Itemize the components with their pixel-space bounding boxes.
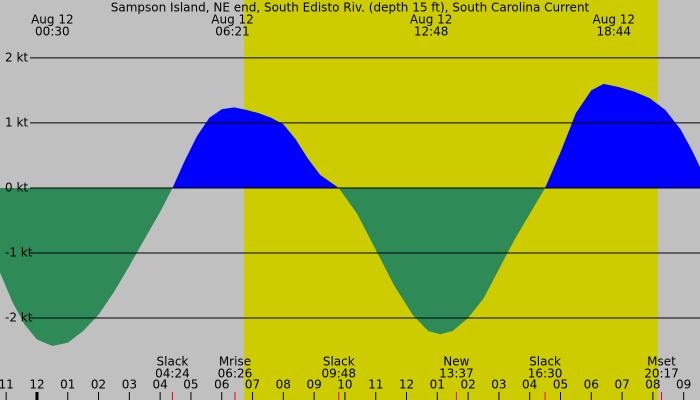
extreme-date: Aug 12 [31,13,74,27]
x-tick-label: 01 [430,378,445,392]
event-time: 20:17 [644,367,679,381]
x-tick-label: 04 [153,378,168,392]
extreme-time: 06:21 [215,25,250,39]
event-name: New [443,355,469,369]
x-tick-label: 05 [553,378,568,392]
x-tick-label: 11 [368,378,383,392]
y-tick-label: 1 kt [5,115,28,129]
y-tick-label: -1 kt [5,246,33,260]
x-tick-label: 02 [460,378,475,392]
x-tick-label: 01 [60,378,75,392]
event-name: Slack [323,355,355,369]
extreme-time: 18:44 [596,25,631,39]
event-time: 13:37 [439,367,474,381]
x-tick-label: 06 [584,378,599,392]
x-tick-label: 04 [522,378,537,392]
x-tick-label: 08 [276,378,291,392]
event-time: 09:48 [321,367,356,381]
x-tick-label: 05 [183,378,198,392]
event-name: Slack [529,355,561,369]
current-area [0,83,700,347]
chart-title: Sampson Island, NE end, South Edisto Riv… [111,1,590,15]
x-tick-label: 03 [491,378,506,392]
x-tick-label: 03 [122,378,137,392]
event-name: Slack [157,355,189,369]
y-tick-label: 2 kt [5,50,28,64]
x-tick-label: 12 [399,378,414,392]
extreme-date: Aug 12 [211,13,254,27]
x-tick-label: 12 [29,378,44,392]
event-time: 06:26 [218,367,253,381]
event-name: Mset [647,355,676,369]
x-tick-label: 02 [91,378,106,392]
y-tick-label: 0 kt [5,180,28,194]
event-time: 16:30 [528,367,563,381]
extreme-date: Aug 12 [410,13,453,27]
x-tick-label: 08 [645,378,660,392]
x-tick-label: 07 [245,378,260,392]
x-tick-label: 07 [614,378,629,392]
extreme-time: 12:48 [414,25,449,39]
x-tick-label: 09 [676,378,691,392]
x-tick-label: 06 [214,378,229,392]
x-tick-label: 10 [337,378,352,392]
x-tick-label: 09 [306,378,321,392]
event-time: 04:24 [155,367,190,381]
event-name: Mrise [219,355,251,369]
extreme-date: Aug 12 [593,13,636,27]
y-tick-label: -2 kt [5,311,33,325]
extreme-time: 00:30 [35,25,70,39]
x-tick-label: 11 [0,378,14,392]
